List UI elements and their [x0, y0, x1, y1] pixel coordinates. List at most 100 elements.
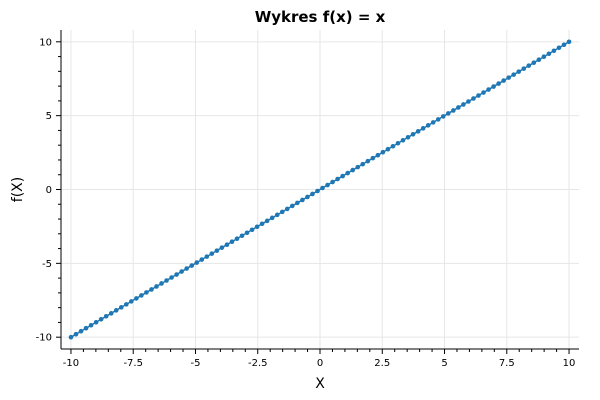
data-point — [113, 308, 119, 313]
y-tick-label: -10 — [36, 333, 52, 344]
data-point — [481, 90, 486, 95]
x-ticks: -10 -7.5 -5 -2.5 0 2.5 5 7.5 10 — [63, 349, 576, 369]
data-point — [169, 275, 174, 280]
data-point — [310, 191, 315, 197]
y-ticks: -10 -5 0 5 10 — [36, 37, 61, 344]
data-point — [274, 212, 280, 218]
data-point — [486, 87, 491, 92]
data-point — [435, 117, 441, 122]
data-point — [88, 322, 94, 328]
data-point — [144, 290, 149, 295]
data-point — [239, 233, 245, 239]
data-point — [164, 278, 169, 283]
data-point — [516, 69, 522, 74]
data-point — [305, 194, 310, 200]
data-point — [103, 314, 109, 319]
data-point — [124, 302, 129, 307]
data-point — [78, 328, 84, 334]
data-point — [350, 167, 356, 173]
data-point — [546, 51, 552, 57]
series-line — [70, 41, 570, 338]
y-tick-label: -5 — [42, 259, 52, 270]
y-tick-label: 0 — [46, 185, 52, 196]
data-point — [556, 45, 562, 51]
chart-title: Wykres f(x) = x — [255, 8, 386, 26]
data-point — [566, 39, 572, 45]
data-point — [551, 48, 557, 54]
x-tick-label: 0 — [317, 358, 323, 369]
data-point — [154, 284, 159, 289]
data-point — [129, 299, 134, 304]
data-point — [179, 269, 184, 274]
data-point — [108, 311, 114, 316]
data-point — [174, 272, 179, 277]
data-point — [476, 93, 481, 98]
data-point — [209, 251, 215, 256]
data-point — [445, 111, 451, 116]
data-point — [415, 129, 421, 134]
data-point — [536, 57, 542, 63]
data-point — [400, 137, 406, 143]
data-point — [184, 266, 189, 271]
data-point — [199, 257, 205, 262]
data-point — [259, 221, 265, 227]
data-point — [380, 149, 386, 155]
data-point — [290, 203, 295, 209]
data-point — [440, 114, 446, 119]
data-point — [139, 293, 144, 298]
data-point — [430, 120, 436, 125]
data-point — [456, 105, 461, 110]
data-point — [461, 102, 466, 107]
data-point — [73, 331, 79, 337]
data-point — [511, 72, 516, 77]
data-point — [219, 245, 225, 250]
data-point — [365, 158, 371, 164]
data-point — [335, 176, 340, 182]
y-tick-label: 5 — [46, 111, 52, 122]
x-tick-label: -2.5 — [248, 358, 268, 369]
data-point — [254, 224, 260, 230]
data-point — [229, 239, 235, 245]
data-point — [83, 325, 89, 331]
data-point — [269, 215, 275, 221]
data-point — [194, 260, 200, 265]
data-point — [149, 287, 154, 292]
data-point — [561, 42, 567, 48]
data-point — [330, 179, 335, 185]
data-point — [189, 263, 195, 268]
data-point — [325, 182, 330, 188]
data-point — [244, 230, 250, 236]
data-point — [405, 134, 411, 140]
x-tick-label: 5 — [441, 358, 447, 369]
data-point — [320, 185, 325, 191]
data-point — [214, 248, 220, 253]
data-point — [420, 126, 426, 131]
data-point — [471, 96, 476, 101]
series-f-x — [68, 39, 572, 340]
data-point — [295, 200, 300, 206]
data-point — [370, 155, 376, 161]
data-point — [315, 188, 320, 194]
data-point — [385, 146, 391, 152]
data-point — [355, 164, 361, 170]
x-axis-label: X — [315, 376, 325, 392]
data-point — [501, 78, 506, 83]
data-point — [118, 305, 124, 310]
data-point — [531, 60, 537, 65]
x-tick-label: 2.5 — [374, 358, 390, 369]
x-tick-label: -7.5 — [123, 358, 143, 369]
data-point — [466, 99, 471, 104]
x-tick-label: 10 — [563, 358, 576, 369]
data-point — [345, 170, 350, 176]
data-point — [204, 254, 210, 259]
data-point — [451, 108, 456, 113]
data-point — [134, 296, 139, 301]
x-tick-label: 7.5 — [499, 358, 515, 369]
data-point — [224, 242, 230, 247]
data-point — [425, 123, 431, 128]
data-point — [521, 66, 527, 71]
data-point — [340, 173, 345, 179]
data-point — [159, 281, 164, 286]
data-point — [395, 140, 401, 146]
data-point — [279, 209, 285, 215]
